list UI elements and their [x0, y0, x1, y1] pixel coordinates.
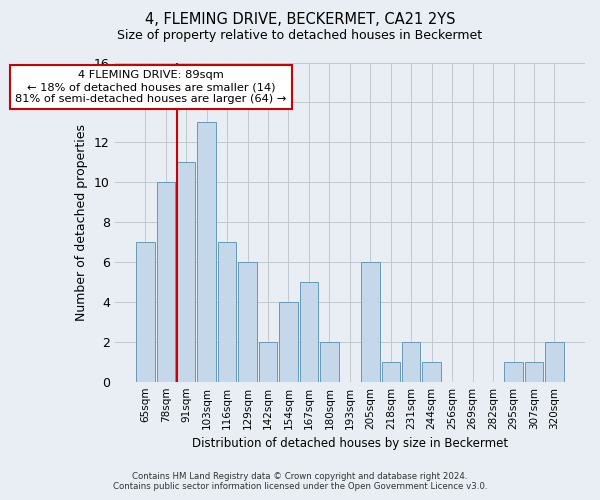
Y-axis label: Number of detached properties: Number of detached properties: [76, 124, 88, 320]
Text: Contains HM Land Registry data © Crown copyright and database right 2024.
Contai: Contains HM Land Registry data © Crown c…: [113, 472, 487, 491]
Text: Size of property relative to detached houses in Beckermet: Size of property relative to detached ho…: [118, 29, 482, 42]
Bar: [505, 362, 523, 382]
Bar: [136, 242, 155, 382]
Text: 4 FLEMING DRIVE: 89sqm
← 18% of detached houses are smaller (14)
81% of semi-det: 4 FLEMING DRIVE: 89sqm ← 18% of detached…: [16, 70, 287, 104]
Bar: [382, 362, 400, 382]
Bar: [259, 342, 277, 382]
Bar: [525, 362, 543, 382]
Bar: [197, 122, 216, 382]
Bar: [320, 342, 338, 382]
Bar: [177, 162, 196, 382]
Bar: [402, 342, 421, 382]
Bar: [300, 282, 318, 382]
Bar: [218, 242, 236, 382]
Text: 4, FLEMING DRIVE, BECKERMET, CA21 2YS: 4, FLEMING DRIVE, BECKERMET, CA21 2YS: [145, 12, 455, 28]
Bar: [279, 302, 298, 382]
Bar: [545, 342, 563, 382]
Bar: [361, 262, 380, 382]
Bar: [157, 182, 175, 382]
Bar: [238, 262, 257, 382]
Bar: [422, 362, 441, 382]
X-axis label: Distribution of detached houses by size in Beckermet: Distribution of detached houses by size …: [192, 437, 508, 450]
